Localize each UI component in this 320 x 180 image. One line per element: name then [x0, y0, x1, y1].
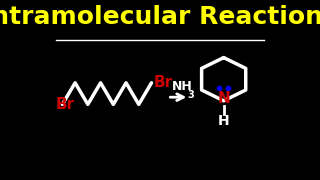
Text: N: N	[217, 91, 230, 106]
Text: 3: 3	[187, 90, 194, 100]
Text: Intramolecular Reactions: Intramolecular Reactions	[0, 5, 320, 29]
Text: H: H	[218, 114, 229, 128]
Text: NH: NH	[172, 80, 192, 93]
Text: Br: Br	[56, 97, 75, 112]
Text: Br: Br	[154, 75, 173, 90]
